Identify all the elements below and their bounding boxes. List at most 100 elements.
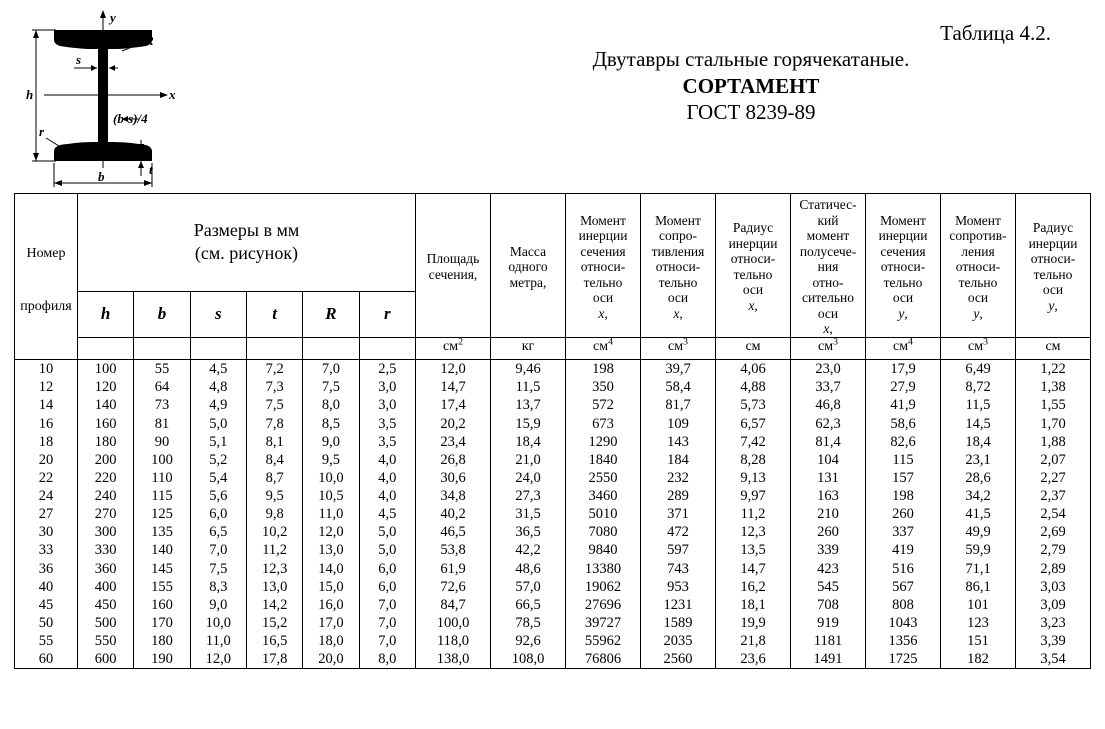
table-cell: 101	[941, 596, 1016, 614]
table-cell: 4,0	[359, 451, 415, 469]
table-cell: 7,3	[246, 378, 302, 396]
table-cell: 597	[641, 541, 716, 559]
table-cell: 59,9	[941, 541, 1016, 559]
table-cell: 72,6	[416, 578, 491, 596]
table-cell: 13380	[566, 560, 641, 578]
table-cell: 1,88	[1016, 433, 1091, 451]
table-cell: 7,5	[190, 560, 246, 578]
unit-blank	[78, 337, 134, 360]
table-cell: 1725	[866, 650, 941, 669]
page: y R s x h (b-s)/4 r t b Таблица 4.2. Дву…	[0, 0, 1105, 729]
table-cell: 7,0	[359, 614, 415, 632]
table-cell: 220	[78, 469, 134, 487]
table-cell: 1043	[866, 614, 941, 632]
table-cell: 160	[134, 596, 190, 614]
table-cell: 55962	[566, 632, 641, 650]
table-cell: 10,5	[303, 487, 359, 505]
table-cell: 48,6	[491, 560, 566, 578]
unit-2: см4	[566, 337, 641, 360]
table-cell: 9,13	[716, 469, 791, 487]
table-cell: 1290	[566, 433, 641, 451]
dim-header-l2: (см. рисунок)	[195, 243, 298, 263]
table-cell: 600	[78, 650, 134, 669]
table-cell: 270	[78, 505, 134, 523]
table-cell: 9,5	[246, 487, 302, 505]
table-row: 202001005,28,49,54,026,821,018401848,281…	[15, 451, 1091, 469]
table-cell: 5,4	[190, 469, 246, 487]
table-cell: 400	[78, 578, 134, 596]
table-cell: 6,5	[190, 523, 246, 541]
table-cell: 5,1	[190, 433, 246, 451]
table-cell: 14,0	[303, 560, 359, 578]
table-cell: 27,3	[491, 487, 566, 505]
table-cell: 18,4	[491, 433, 566, 451]
table-cell: 18,0	[303, 632, 359, 650]
table-cell: 26,8	[416, 451, 491, 469]
table-row: 303001356,510,212,05,046,536,5708047212,…	[15, 523, 1091, 541]
table-cell: 109	[641, 415, 716, 433]
table-cell: 20	[15, 451, 78, 469]
table-cell: 1,55	[1016, 396, 1091, 414]
table-cell: 151	[941, 632, 1016, 650]
table-cell: 22	[15, 469, 78, 487]
table-row: 5555018011,016,518,07,0118,092,655962203…	[15, 632, 1091, 650]
table-cell: 472	[641, 523, 716, 541]
table-cell: 4,5	[359, 505, 415, 523]
table-cell: 34,8	[416, 487, 491, 505]
table-cell: 1589	[641, 614, 716, 632]
table-cell: 13,0	[303, 541, 359, 559]
table-cell: 12,3	[716, 523, 791, 541]
vh-1: Массаодногометра,	[491, 194, 566, 338]
table-cell: 157	[866, 469, 941, 487]
diagram-label-R: R	[144, 33, 154, 48]
table-cell: 2,54	[1016, 505, 1091, 523]
sortament-table: Номер профиля Размеры в мм (см. рисунок)…	[14, 193, 1091, 669]
table-cell: 1,38	[1016, 378, 1091, 396]
table-cell: 23,6	[716, 650, 791, 669]
table-cell: 55	[134, 360, 190, 379]
table-cell: 8,7	[246, 469, 302, 487]
table-cell: 300	[78, 523, 134, 541]
table-cell: 64	[134, 378, 190, 396]
table-cell: 180	[134, 632, 190, 650]
table-cell: 5,0	[359, 523, 415, 541]
table-cell: 9,8	[246, 505, 302, 523]
top-row: y R s x h (b-s)/4 r t b Таблица 4.2. Дву…	[14, 8, 1091, 193]
diagram-label-r: r	[39, 124, 45, 139]
table-cell: 73	[134, 396, 190, 414]
table-cell: 3,5	[359, 415, 415, 433]
table-cell: 14,7	[416, 378, 491, 396]
table-cell: 100	[134, 451, 190, 469]
table-cell: 71,1	[941, 560, 1016, 578]
table-cell: 20,2	[416, 415, 491, 433]
vh-7: Моментсопротив-ленияотноси-тельноосиy,	[941, 194, 1016, 338]
table-cell: 572	[566, 396, 641, 414]
table-cell: 46,5	[416, 523, 491, 541]
table-cell: 1840	[566, 451, 641, 469]
table-cell: 1231	[641, 596, 716, 614]
table-cell: 919	[791, 614, 866, 632]
table-cell: 3,0	[359, 378, 415, 396]
table-cell: 2560	[641, 650, 716, 669]
table-cell: 160	[78, 415, 134, 433]
table-cell: 11,0	[190, 632, 246, 650]
heading-block: Таблица 4.2. Двутавры стальные горячекат…	[441, 20, 1061, 125]
table-cell: 743	[641, 560, 716, 578]
table-cell: 138,0	[416, 650, 491, 669]
table-cell: 371	[641, 505, 716, 523]
diagram-label-b: b	[98, 169, 105, 184]
table-cell: 55	[15, 632, 78, 650]
table-cell: 46,8	[791, 396, 866, 414]
table-cell: 61,9	[416, 560, 491, 578]
table-cell: 289	[641, 487, 716, 505]
table-cell: 7,42	[716, 433, 791, 451]
table-cell: 143	[641, 433, 716, 451]
table-cell: 12,0	[303, 523, 359, 541]
unit-0: см2	[416, 337, 491, 360]
table-cell: 1,70	[1016, 415, 1091, 433]
col-profile-top: Номер	[27, 246, 66, 261]
table-cell: 5,0	[359, 541, 415, 559]
table-cell: 17,8	[246, 650, 302, 669]
table-cell: 140	[78, 396, 134, 414]
diagram-label-x: x	[168, 87, 176, 102]
